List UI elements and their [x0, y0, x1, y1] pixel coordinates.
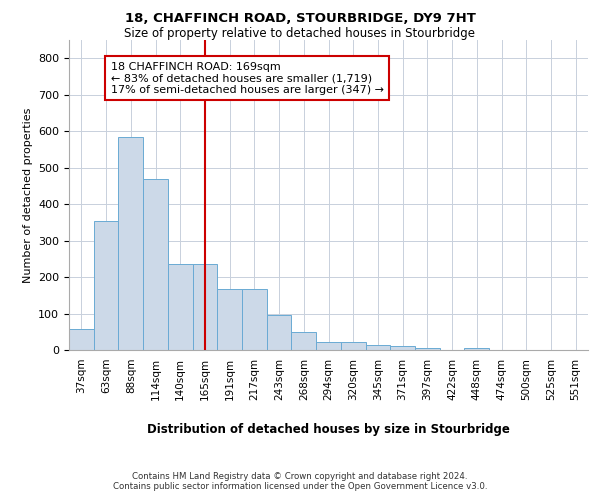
Bar	[118, 136, 143, 350]
Bar	[464, 348, 489, 350]
Bar	[69, 329, 94, 350]
Bar	[94, 220, 118, 350]
Bar	[168, 264, 193, 350]
Y-axis label: Number of detached properties: Number of detached properties	[23, 108, 32, 282]
Bar	[365, 344, 390, 350]
Bar	[267, 316, 292, 350]
Bar	[341, 342, 365, 350]
Bar	[415, 348, 440, 350]
Bar	[316, 342, 341, 350]
Text: Contains HM Land Registry data © Crown copyright and database right 2024.: Contains HM Land Registry data © Crown c…	[132, 472, 468, 481]
Text: 18, CHAFFINCH ROAD, STOURBRIDGE, DY9 7HT: 18, CHAFFINCH ROAD, STOURBRIDGE, DY9 7HT	[125, 12, 475, 26]
Bar	[292, 332, 316, 350]
Text: Distribution of detached houses by size in Stourbridge: Distribution of detached houses by size …	[148, 422, 510, 436]
Bar	[242, 288, 267, 350]
Text: 18 CHAFFINCH ROAD: 169sqm
← 83% of detached houses are smaller (1,719)
17% of se: 18 CHAFFINCH ROAD: 169sqm ← 83% of detac…	[110, 62, 383, 95]
Bar	[143, 180, 168, 350]
Bar	[390, 346, 415, 350]
Bar	[217, 288, 242, 350]
Text: Contains public sector information licensed under the Open Government Licence v3: Contains public sector information licen…	[113, 482, 487, 491]
Bar	[193, 264, 217, 350]
Text: Size of property relative to detached houses in Stourbridge: Size of property relative to detached ho…	[125, 28, 476, 40]
